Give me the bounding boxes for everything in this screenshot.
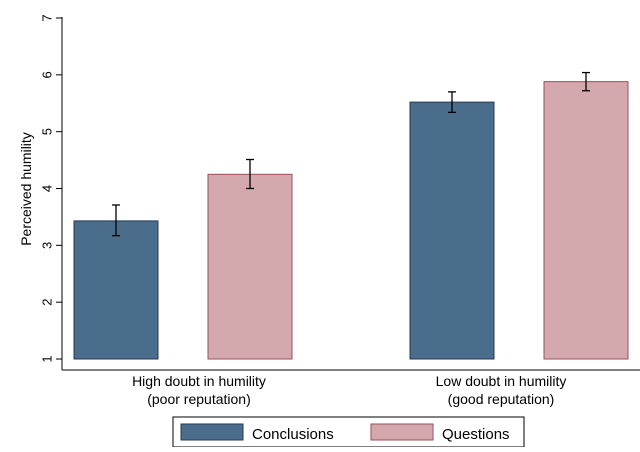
y-ticks: 1 2 3 4 5 6 7 [40, 14, 62, 363]
bar-conclusions-1 [73, 220, 159, 360]
bar-questions-1 [207, 173, 293, 360]
bar-conclusions-2 [409, 101, 495, 360]
y-axis-label: Perceived humility [18, 132, 34, 246]
y-tick-label: 4 [40, 185, 55, 192]
y-tick-label: 2 [40, 299, 55, 306]
error-bars [112, 71, 590, 237]
x-tick-label-line1: High doubt in humility [132, 373, 266, 389]
legend-label-conclusions: Conclusions [252, 426, 334, 443]
y-tick-label: 3 [40, 242, 55, 249]
y-tick-label: 1 [40, 355, 55, 362]
y-tick-label: 6 [40, 71, 55, 78]
legend-label-questions: Questions [442, 426, 510, 443]
legend: Conclusions Questions [172, 416, 525, 448]
x-tick-labels: High doubt in humility (poor reputation) L… [132, 373, 566, 407]
bar-questions-2 [543, 81, 629, 360]
bars [73, 81, 629, 360]
y-tick-label: 5 [40, 128, 55, 135]
x-tick-label-line1: Low doubt in humility [436, 373, 567, 389]
x-tick-label-line2: (good reputation) [448, 391, 555, 407]
x-tick-label-line2: (poor reputation) [147, 391, 251, 407]
y-tick-label: 7 [40, 14, 55, 21]
legend-swatch-conclusions [180, 423, 244, 441]
legend-swatch-questions [370, 423, 434, 441]
